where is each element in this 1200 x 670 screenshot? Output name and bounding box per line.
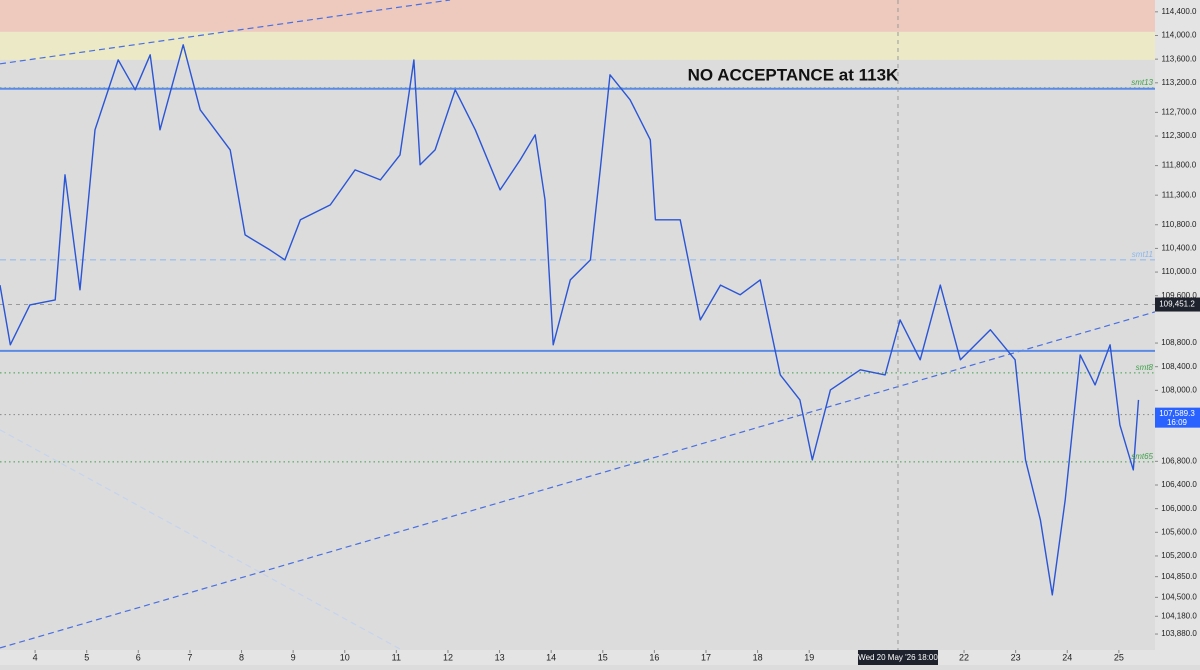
crosshair-y-label: 109,451.2 bbox=[1159, 300, 1195, 309]
x-tick-label: 12 bbox=[443, 652, 453, 662]
x-tick-label: 25 bbox=[1114, 652, 1124, 662]
y-tick-label: 109,600.0 bbox=[1161, 291, 1197, 300]
y-tick-label: 105,200.0 bbox=[1161, 551, 1197, 560]
y-tick-label: 111,300.0 bbox=[1162, 190, 1197, 199]
x-tick-label: 24 bbox=[1062, 652, 1072, 662]
x-tick-label: 6 bbox=[136, 652, 141, 662]
x-tick-label: 10 bbox=[340, 652, 350, 662]
y-tick-label: 111,800.0 bbox=[1162, 161, 1197, 170]
y-tick-label: 103,880.0 bbox=[1161, 629, 1197, 638]
y-tick-label: 105,600.0 bbox=[1161, 527, 1197, 536]
x-tick-label: 13 bbox=[495, 652, 505, 662]
y-tick-label: 108,000.0 bbox=[1161, 385, 1197, 394]
x-tick-label: 18 bbox=[753, 652, 763, 662]
y-tick-label: 106,400.0 bbox=[1161, 480, 1197, 489]
x-tick-label: 15 bbox=[598, 652, 608, 662]
x-tick-label: 4 bbox=[33, 652, 38, 662]
y-tick-label: 112,700.0 bbox=[1162, 107, 1198, 116]
x-tick-label: 14 bbox=[546, 652, 556, 662]
y-tick-label: 114,400.0 bbox=[1162, 7, 1198, 16]
trendline bbox=[0, 311, 1155, 649]
crosshair-y-tag bbox=[1155, 297, 1200, 312]
y-tick-label: 108,800.0 bbox=[1161, 338, 1197, 347]
level-label: smt13 bbox=[1131, 78, 1153, 87]
y-tick-label: 104,850.0 bbox=[1161, 572, 1197, 581]
x-tick-label: 19 bbox=[804, 652, 814, 662]
x-tick-label: 22 bbox=[959, 652, 969, 662]
annotation: NO ACCEPTANCE at 113K bbox=[688, 65, 899, 84]
plot-area bbox=[0, 0, 1155, 650]
x-tick-label: 5 bbox=[84, 652, 89, 662]
zone bbox=[0, 0, 1155, 32]
level-label: smt65 bbox=[1131, 452, 1153, 461]
x-tick-label: 7 bbox=[187, 652, 192, 662]
level-label: smt11 bbox=[1132, 250, 1153, 259]
price-line bbox=[0, 44, 1140, 596]
y-tick-label: 104,180.0 bbox=[1161, 611, 1197, 620]
trendline bbox=[0, 0, 451, 65]
x-tick-label: 16 bbox=[649, 652, 659, 662]
x-tick-label: 11 bbox=[392, 652, 401, 662]
y-tick-label: 110,800.0 bbox=[1162, 220, 1198, 229]
y-tick-label: 113,600.0 bbox=[1162, 54, 1198, 63]
y-tick-label: 106,800.0 bbox=[1161, 456, 1197, 465]
y-tick-label: 106,000.0 bbox=[1161, 504, 1197, 513]
price-tag-label: 107,589.3 bbox=[1159, 409, 1195, 418]
price-tag-time: 16:09 bbox=[1167, 418, 1188, 427]
x-tick-label: 9 bbox=[291, 652, 296, 662]
x-tick-label: 23 bbox=[1011, 652, 1021, 662]
zone bbox=[0, 31, 1155, 60]
y-tick-label: 110,000.0 bbox=[1162, 267, 1198, 276]
y-tick-label: 110,400.0 bbox=[1162, 244, 1198, 253]
crosshair-x-label: Wed 20 May '26 18:00 bbox=[858, 653, 938, 662]
x-tick-label: 17 bbox=[701, 652, 711, 662]
y-tick-label: 113,200.0 bbox=[1162, 78, 1198, 87]
axes: 114,400.0 114,000.0 113,600.0 113,200.0 112,… bbox=[33, 7, 1200, 665]
y-axis-panel bbox=[1155, 0, 1200, 665]
y-tick-label: 104,500.0 bbox=[1161, 592, 1197, 601]
y-tick-label: 114,000.0 bbox=[1162, 31, 1198, 40]
level-label: smt8 bbox=[1136, 363, 1154, 372]
x-tick-label: 8 bbox=[239, 652, 244, 662]
crosshair-x-tag bbox=[857, 650, 938, 665]
y-tick-label: 108,400.0 bbox=[1161, 362, 1197, 371]
price-tag bbox=[1155, 407, 1200, 428]
y-tick-label: 112,300.0 bbox=[1162, 131, 1198, 140]
